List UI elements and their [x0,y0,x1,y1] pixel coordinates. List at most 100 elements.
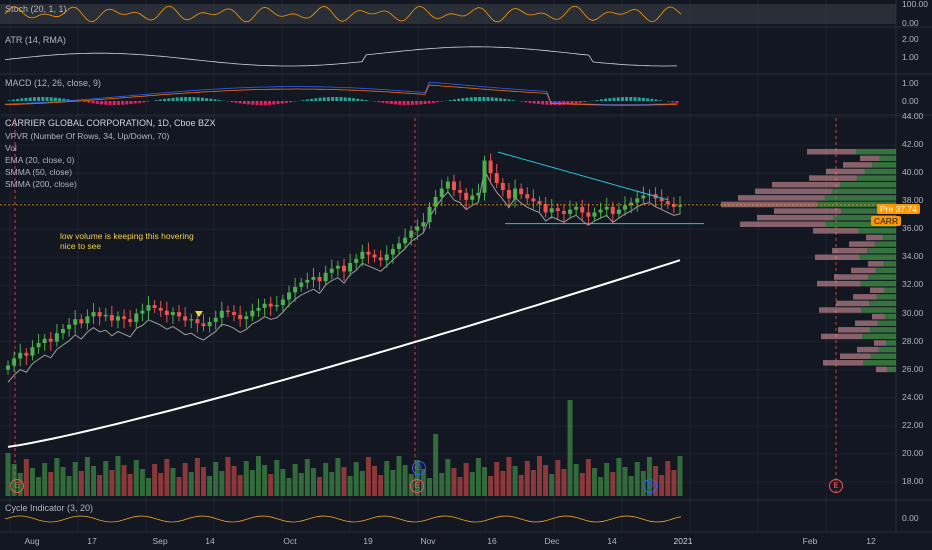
macd-histogram-bar [100,101,104,105]
dividend-event-marker[interactable]: D [643,479,657,493]
volume-bar [84,457,90,496]
macd-histogram-bar [230,101,234,103]
volume-profile-bar [841,208,896,214]
candle-body [451,181,456,190]
vol-legend[interactable]: Vol [5,143,17,153]
macd-histogram-bar [314,98,318,101]
volume-bar [60,467,66,496]
candle-body [274,305,279,307]
volume-bar [518,475,524,496]
macd-histogram-bar [570,101,574,104]
volume-bar [365,457,371,496]
volume-profile-bar [836,300,869,307]
candle-body [555,208,560,212]
price-axis-label: 28.00 [902,335,924,346]
candle-body [140,310,145,314]
macd-axis-top: 1.00 [902,78,919,88]
volume-profile-bar [840,181,896,188]
volume-profile-bar [884,287,896,293]
chart-annotation[interactable]: low volume is keeping this hovering nice… [60,231,194,251]
atr-line [4,46,677,67]
candle-body [36,342,41,348]
stoch-axis-top: 100.00 [902,0,928,9]
volume-bar [292,464,298,496]
volume-profile-bar [883,261,896,267]
volume-profile-bar [832,247,868,254]
price-axis-label: 36.00 [902,223,924,234]
macd-histogram-bar [83,101,87,103]
volume-profile-bar [821,333,863,340]
macd-histogram-bar [53,97,57,101]
atr-axis-top: 2.00 [902,34,919,44]
macd-histogram-bar [637,97,641,101]
volume-profile-bar [755,188,833,195]
volume-bar [255,456,261,496]
macd-histogram-bar [524,101,528,103]
macd-histogram-bar [423,101,427,105]
macd-legend[interactable]: MACD (12, 26, close, 9) [5,78,102,88]
candle-body [482,160,487,193]
volume-bar [463,463,469,496]
macd-histogram-bar [406,101,410,105]
cycle-axis-zero: 0.00 [902,513,919,523]
volume-bar [451,468,457,496]
volume-bar [604,463,610,496]
earnings-event-marker[interactable]: E [410,479,424,493]
macd-histogram-bar [352,98,356,101]
volume-bar [323,463,329,496]
price-axis-label: 44.00 [902,111,924,121]
time-axis-label: 19 [363,536,373,546]
candle-body [445,181,450,189]
volume-bar [665,461,671,496]
macd-histogram-bar [616,97,620,101]
macd-histogram-bar [381,101,385,103]
time-axis-label: 16 [487,536,497,546]
volume-bar [561,469,567,496]
volume-profile-bar [877,320,896,326]
smma200-legend[interactable]: SMMA (200, close) [5,179,77,189]
stoch-legend[interactable]: Stoch (20, 1, 1) [5,4,67,14]
candle-body [299,282,304,287]
candle-body [189,319,194,321]
macd-histogram-bar [478,97,482,101]
volume-bar [78,471,84,496]
smma50-legend[interactable]: SMMA (50, close) [5,167,73,177]
volume-profile-bar [882,234,896,241]
earnings-event-marker[interactable]: E [10,479,24,493]
volume-bar [494,462,500,496]
atr-legend[interactable]: ATR (14, RMA) [5,35,66,45]
volume-bar [23,459,29,496]
macd-histogram-bar [205,98,209,101]
ema-legend[interactable]: EMA (20, close, 0) [5,155,75,165]
symbol-title[interactable]: CARRIER GLOBAL CORPORATION, 1D, Cboe BZX [5,118,216,128]
candle-body [513,188,518,199]
macd-histogram-bar [318,97,322,101]
macd-histogram-bar [532,101,536,104]
macd-histogram-bar [238,101,242,104]
volume-bar [616,458,622,496]
candle-body [586,212,591,217]
volume-bar [488,476,494,496]
macd-histogram-bar [507,99,511,101]
volume-bar [72,462,78,496]
candle-body [97,312,102,317]
vpvr-legend[interactable]: VPVR (Number Of Rows, 34, Up/Down, 70) [5,131,170,141]
volume-profile-bar [862,333,896,340]
macd-histogram-bar [234,101,238,103]
earnings-event-marker[interactable]: E [829,479,843,493]
volume-bar [390,470,396,496]
macd-histogram-bar [41,97,45,101]
volume-bar [237,475,243,496]
time-axis-label: Sep [152,536,168,546]
cycle-legend[interactable]: Cycle Indicator (3, 20) [5,503,94,513]
candle-body [525,194,530,199]
candle-body [568,209,573,214]
volume-profile-bar [878,346,896,353]
volume-profile-bar [853,294,877,300]
dividend-event-marker[interactable]: D [412,461,426,475]
volume-bar [207,476,213,496]
candle-body [262,303,267,308]
volume-profile-bar [859,254,896,261]
volume-profile-bar [856,175,896,181]
